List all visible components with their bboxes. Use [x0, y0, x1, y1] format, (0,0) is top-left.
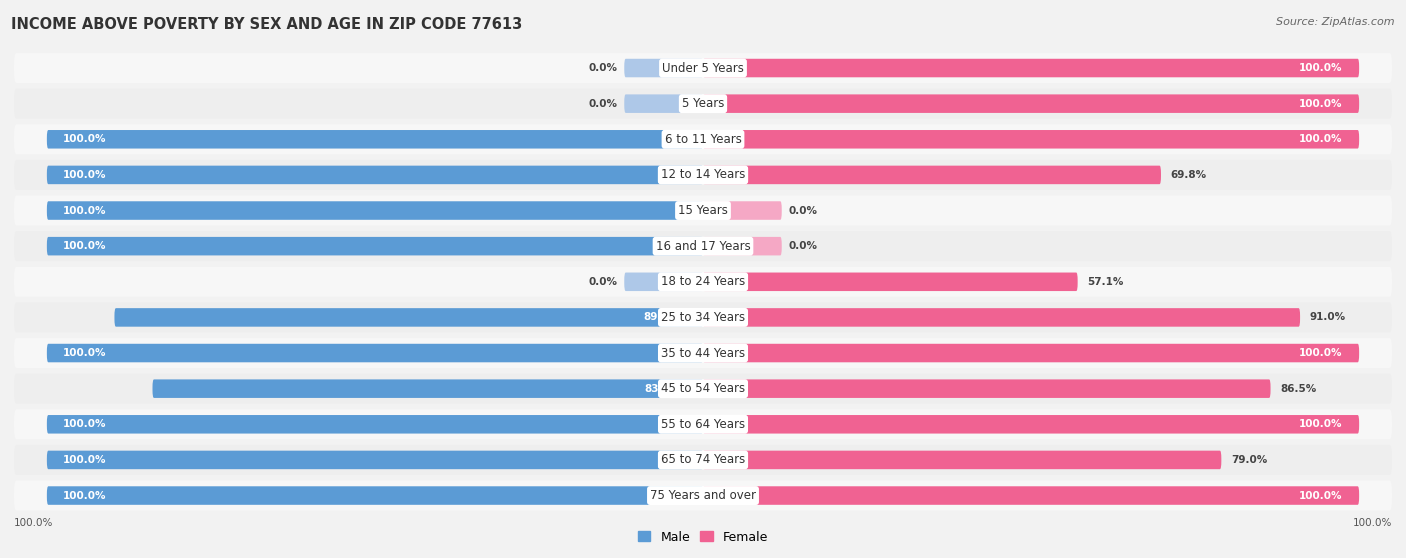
FancyBboxPatch shape [14, 160, 1392, 190]
Text: 89.7%: 89.7% [644, 312, 681, 323]
Text: 100.0%: 100.0% [1299, 419, 1343, 429]
Text: 12 to 14 Years: 12 to 14 Years [661, 169, 745, 181]
FancyBboxPatch shape [14, 89, 1392, 119]
FancyBboxPatch shape [624, 272, 703, 291]
FancyBboxPatch shape [152, 379, 703, 398]
FancyBboxPatch shape [703, 130, 1360, 148]
Text: INCOME ABOVE POVERTY BY SEX AND AGE IN ZIP CODE 77613: INCOME ABOVE POVERTY BY SEX AND AGE IN Z… [11, 17, 523, 32]
FancyBboxPatch shape [114, 308, 703, 326]
FancyBboxPatch shape [46, 130, 703, 148]
Text: 75 Years and over: 75 Years and over [650, 489, 756, 502]
Text: 100.0%: 100.0% [63, 134, 107, 145]
Text: 18 to 24 Years: 18 to 24 Years [661, 275, 745, 288]
Text: 69.8%: 69.8% [1171, 170, 1206, 180]
FancyBboxPatch shape [14, 410, 1392, 439]
FancyBboxPatch shape [14, 445, 1392, 475]
Text: 0.0%: 0.0% [789, 205, 817, 215]
FancyBboxPatch shape [14, 480, 1392, 511]
FancyBboxPatch shape [703, 237, 782, 256]
Text: 100.0%: 100.0% [63, 170, 107, 180]
Text: 100.0%: 100.0% [63, 490, 107, 501]
Text: 35 to 44 Years: 35 to 44 Years [661, 347, 745, 359]
Text: 0.0%: 0.0% [789, 241, 817, 251]
Text: 0.0%: 0.0% [589, 99, 617, 109]
FancyBboxPatch shape [703, 486, 1360, 505]
Text: 86.5%: 86.5% [1281, 384, 1316, 393]
Text: 100.0%: 100.0% [14, 518, 53, 528]
Text: 79.0%: 79.0% [1232, 455, 1267, 465]
FancyBboxPatch shape [624, 59, 703, 78]
FancyBboxPatch shape [46, 451, 703, 469]
Text: 100.0%: 100.0% [1299, 99, 1343, 109]
FancyBboxPatch shape [46, 486, 703, 505]
Text: 100.0%: 100.0% [1299, 348, 1343, 358]
FancyBboxPatch shape [46, 166, 703, 184]
FancyBboxPatch shape [703, 451, 1222, 469]
Text: 100.0%: 100.0% [1353, 518, 1392, 528]
Text: 6 to 11 Years: 6 to 11 Years [665, 133, 741, 146]
Text: Source: ZipAtlas.com: Source: ZipAtlas.com [1277, 17, 1395, 27]
Text: 16 and 17 Years: 16 and 17 Years [655, 240, 751, 253]
FancyBboxPatch shape [703, 308, 1301, 326]
Text: 15 Years: 15 Years [678, 204, 728, 217]
Text: 0.0%: 0.0% [589, 277, 617, 287]
FancyBboxPatch shape [46, 201, 703, 220]
FancyBboxPatch shape [14, 231, 1392, 261]
Text: 0.0%: 0.0% [589, 63, 617, 73]
FancyBboxPatch shape [703, 415, 1360, 434]
FancyBboxPatch shape [624, 94, 703, 113]
Text: 100.0%: 100.0% [63, 205, 107, 215]
FancyBboxPatch shape [703, 94, 1360, 113]
Text: 65 to 74 Years: 65 to 74 Years [661, 454, 745, 466]
FancyBboxPatch shape [14, 374, 1392, 403]
Text: 100.0%: 100.0% [1299, 63, 1343, 73]
Text: 100.0%: 100.0% [1299, 134, 1343, 145]
Text: 83.9%: 83.9% [644, 384, 681, 393]
FancyBboxPatch shape [703, 166, 1161, 184]
FancyBboxPatch shape [703, 59, 1360, 78]
Text: 100.0%: 100.0% [63, 348, 107, 358]
Text: 57.1%: 57.1% [1087, 277, 1123, 287]
FancyBboxPatch shape [703, 379, 1271, 398]
Text: 100.0%: 100.0% [63, 419, 107, 429]
Text: 55 to 64 Years: 55 to 64 Years [661, 418, 745, 431]
Text: 25 to 34 Years: 25 to 34 Years [661, 311, 745, 324]
Text: 100.0%: 100.0% [63, 241, 107, 251]
Text: 100.0%: 100.0% [1299, 490, 1343, 501]
Text: 45 to 54 Years: 45 to 54 Years [661, 382, 745, 395]
FancyBboxPatch shape [46, 415, 703, 434]
FancyBboxPatch shape [703, 344, 1360, 362]
Legend: Male, Female: Male, Female [633, 526, 773, 549]
Text: 91.0%: 91.0% [1310, 312, 1346, 323]
Text: Under 5 Years: Under 5 Years [662, 61, 744, 75]
FancyBboxPatch shape [703, 201, 782, 220]
FancyBboxPatch shape [14, 338, 1392, 368]
FancyBboxPatch shape [14, 267, 1392, 297]
FancyBboxPatch shape [14, 124, 1392, 154]
FancyBboxPatch shape [46, 344, 703, 362]
FancyBboxPatch shape [14, 302, 1392, 333]
FancyBboxPatch shape [703, 272, 1077, 291]
FancyBboxPatch shape [46, 237, 703, 256]
Text: 100.0%: 100.0% [63, 455, 107, 465]
FancyBboxPatch shape [14, 195, 1392, 225]
Text: 5 Years: 5 Years [682, 97, 724, 110]
FancyBboxPatch shape [14, 53, 1392, 83]
